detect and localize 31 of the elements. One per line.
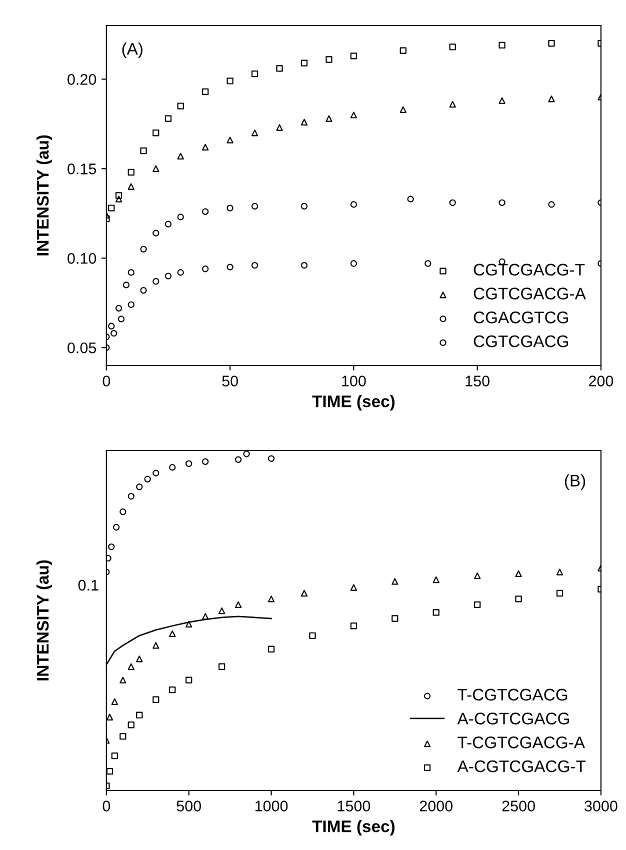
legend-label: CGTCGACG: [474, 335, 568, 348]
y-tick-label: 0.20: [68, 74, 96, 85]
legend-label: T-CGTCGACG-A: [458, 736, 586, 748]
x-tick-label: 200: [588, 376, 614, 386]
x-tick-label: 0: [102, 800, 110, 812]
x-tick-label: 2500: [502, 800, 535, 812]
annotation: (A): [122, 42, 142, 58]
annotation: (B): [564, 474, 586, 490]
legend-label: CGACGTCG: [474, 312, 568, 324]
legend-label: CGTCGACG-T: [474, 264, 585, 276]
x-tick-label: 0: [102, 376, 110, 386]
y-tick-label: 0.05: [68, 342, 96, 354]
x-axis-title: TIME (sec): [312, 395, 395, 411]
x-axis-title: TIME (sec): [312, 820, 395, 836]
legend-label: A-CGTCGACG: [457, 712, 569, 724]
y-tick-label: 0.10: [68, 253, 96, 264]
x-tick-label: 1000: [255, 800, 288, 812]
y-axis-title: INTENSITY (au): [36, 560, 52, 680]
legend-label: T-CGTCGACG: [458, 688, 568, 701]
y-axis-title: INTENSITY (au): [36, 135, 52, 256]
legend-label: CGTCGACG-A: [474, 288, 586, 300]
x-tick-label: 50: [222, 376, 238, 386]
x-tick-label: 3000: [584, 800, 618, 812]
x-tick-label: 150: [466, 376, 490, 386]
x-tick-label: 1500: [338, 800, 370, 812]
y-tick-label: 0.15: [68, 164, 96, 174]
x-tick-label: 100: [342, 376, 366, 386]
text: 0.1: [78, 580, 98, 591]
legend-label: A-CGTCGACG-T: [457, 760, 586, 772]
x-tick-label: 2000: [420, 800, 453, 812]
x-tick-label: 500: [176, 800, 201, 812]
